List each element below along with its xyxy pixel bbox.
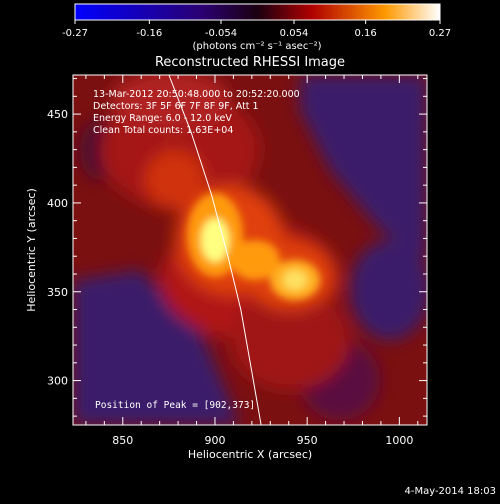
info-line: 13-Mar-2012 20:50:48.000 to 20:52:20.000 bbox=[93, 89, 300, 100]
colorbar-gradient bbox=[74, 3, 441, 21]
x-tick-label: 1000 bbox=[385, 434, 413, 447]
colorbar: -0.27 -0.16 -0.054 0.054 0.16 0.27 (photons c… bbox=[62, 3, 451, 52]
info-block: 13-Mar-2012 20:50:48.000 to 20:52:20.000… bbox=[93, 89, 300, 136]
colorbar-tick-label: 0.054 bbox=[280, 28, 309, 39]
y-tick-label: 450 bbox=[47, 108, 68, 121]
colorbar-unit-label: (photons cm⁻² s⁻¹ asec⁻²) bbox=[192, 41, 321, 52]
footer-date: 4-May-2014 18:03 bbox=[404, 486, 496, 497]
colorbar-tick-label: -0.054 bbox=[205, 28, 237, 39]
y-axis-label: Heliocentric Y (arcsec) bbox=[25, 188, 38, 312]
colorbar-ticks: -0.27 -0.16 -0.054 0.054 0.16 0.27 bbox=[62, 20, 451, 39]
colorbar-tick-label: -0.16 bbox=[136, 28, 162, 39]
plot-title: Reconstructed RHESSI Image bbox=[155, 55, 345, 70]
x-axis-label: Heliocentric X (arcsec) bbox=[188, 448, 312, 461]
info-line: Energy Range: 6.0 - 12.0 keV bbox=[93, 113, 232, 124]
solar-limb-line bbox=[168, 75, 262, 425]
info-line: Clean Total counts: 1.63E+04 bbox=[93, 125, 233, 136]
peak-position-label: Position of Peak = [902,373] bbox=[95, 400, 255, 411]
y-tick-label: 350 bbox=[47, 286, 68, 299]
x-tick-label: 900 bbox=[204, 434, 225, 447]
colorbar-tick-label: -0.27 bbox=[62, 28, 88, 39]
y-tick-label: 400 bbox=[47, 197, 68, 210]
y-tick-label: 300 bbox=[47, 375, 68, 388]
x-tick-label: 950 bbox=[297, 434, 318, 447]
image-area bbox=[73, 75, 427, 425]
info-line: Detectors: 3F 5F 6F 7F 8F 9F, Att 1 bbox=[93, 101, 259, 112]
colorbar-tick-label: 0.16 bbox=[355, 28, 377, 39]
plot-frame bbox=[72, 74, 428, 426]
x-tick-label: 850 bbox=[112, 434, 133, 447]
flux-peaks bbox=[187, 193, 320, 300]
axis-ticks: 850 900 950 1000 300 350 400 450 bbox=[47, 75, 427, 447]
colorbar-tick-label: 0.27 bbox=[429, 28, 451, 39]
